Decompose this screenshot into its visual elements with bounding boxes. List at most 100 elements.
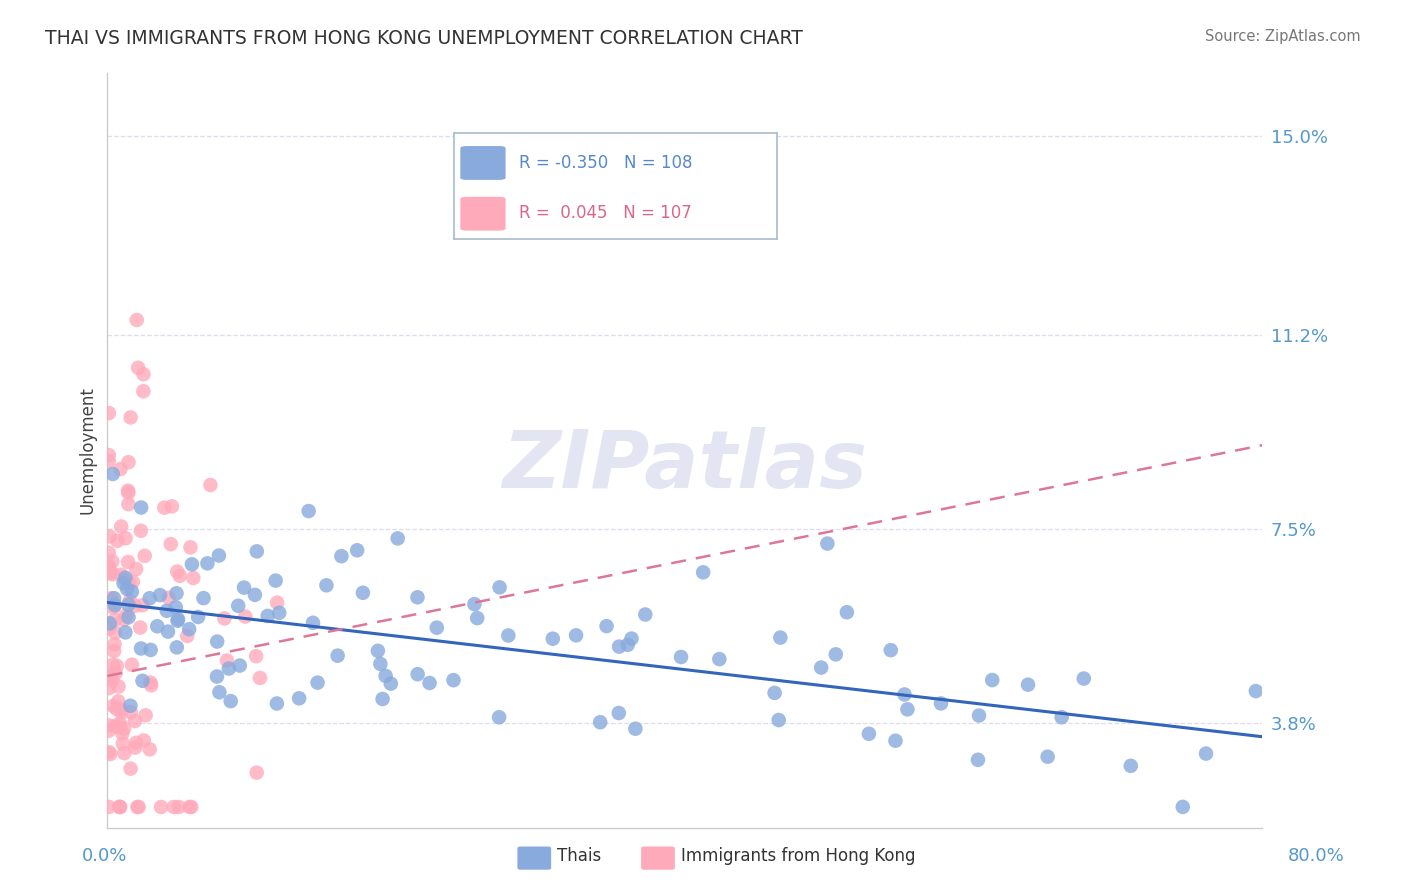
Point bbox=[97, 406, 120, 420]
Point bbox=[132, 368, 155, 382]
Point bbox=[124, 714, 146, 728]
Point bbox=[896, 702, 918, 716]
Point bbox=[166, 640, 188, 655]
Point bbox=[315, 578, 337, 592]
Point bbox=[115, 582, 138, 596]
Point bbox=[565, 628, 588, 642]
Point bbox=[97, 800, 120, 814]
Point bbox=[131, 599, 153, 613]
Point bbox=[134, 549, 156, 563]
Point bbox=[129, 524, 152, 538]
Point bbox=[884, 733, 907, 747]
Point bbox=[101, 567, 124, 582]
Point bbox=[129, 641, 152, 656]
Point bbox=[117, 497, 139, 511]
Point bbox=[179, 622, 201, 636]
Point bbox=[893, 688, 915, 702]
Point bbox=[114, 625, 136, 640]
Point bbox=[110, 519, 132, 533]
Point bbox=[226, 599, 249, 613]
Point bbox=[117, 455, 139, 469]
Point bbox=[709, 652, 731, 666]
Point bbox=[98, 681, 121, 695]
Point bbox=[208, 549, 231, 563]
Point bbox=[125, 736, 148, 750]
Point bbox=[208, 685, 231, 699]
Point bbox=[156, 604, 179, 618]
Point bbox=[104, 665, 127, 680]
Point bbox=[112, 722, 135, 736]
Point bbox=[120, 705, 142, 719]
Point bbox=[101, 657, 124, 672]
Point bbox=[98, 529, 121, 543]
Point bbox=[138, 591, 160, 606]
Point bbox=[135, 708, 157, 723]
Point bbox=[443, 673, 465, 688]
Text: Source: ZipAtlas.com: Source: ZipAtlas.com bbox=[1205, 29, 1361, 44]
Point bbox=[256, 608, 278, 623]
Point bbox=[103, 637, 125, 651]
Point bbox=[97, 559, 120, 574]
Point bbox=[156, 624, 179, 639]
Point bbox=[117, 485, 139, 500]
Point bbox=[153, 500, 176, 515]
Point bbox=[108, 800, 131, 814]
Point bbox=[117, 598, 139, 612]
Point bbox=[163, 800, 186, 814]
Point bbox=[97, 448, 120, 462]
Point bbox=[406, 667, 429, 681]
Point bbox=[165, 600, 187, 615]
Point bbox=[157, 591, 180, 605]
Point bbox=[97, 745, 120, 759]
Point bbox=[465, 611, 488, 625]
Point bbox=[167, 800, 190, 814]
Point bbox=[810, 660, 832, 674]
Point bbox=[97, 723, 120, 738]
Point bbox=[105, 533, 128, 548]
Point bbox=[98, 616, 121, 631]
Point bbox=[181, 571, 204, 585]
Point bbox=[103, 698, 125, 713]
Point bbox=[1244, 684, 1267, 698]
Point bbox=[129, 500, 152, 515]
Point bbox=[214, 611, 236, 625]
Point bbox=[111, 737, 134, 751]
Point bbox=[98, 566, 121, 581]
Point bbox=[205, 669, 228, 683]
Point bbox=[967, 708, 990, 723]
Point bbox=[101, 673, 124, 688]
Point bbox=[246, 765, 269, 780]
Point bbox=[541, 632, 564, 646]
Point bbox=[159, 537, 181, 551]
Point bbox=[139, 675, 162, 690]
Point bbox=[406, 591, 429, 605]
Point bbox=[835, 605, 858, 619]
Point bbox=[117, 555, 139, 569]
Point bbox=[380, 676, 402, 690]
Point bbox=[104, 598, 127, 612]
Point bbox=[488, 580, 510, 594]
Point bbox=[166, 586, 188, 600]
Point bbox=[595, 619, 617, 633]
Point bbox=[763, 686, 786, 700]
Point bbox=[118, 593, 141, 607]
Point bbox=[101, 467, 124, 481]
Point bbox=[128, 800, 150, 814]
Point bbox=[124, 740, 146, 755]
Point bbox=[121, 574, 143, 589]
Point bbox=[330, 549, 353, 563]
Point bbox=[824, 648, 846, 662]
Point bbox=[131, 673, 153, 688]
Point bbox=[110, 702, 132, 716]
Point bbox=[150, 800, 173, 814]
Point bbox=[120, 762, 142, 776]
Point bbox=[1119, 759, 1142, 773]
Point bbox=[97, 670, 120, 684]
Point bbox=[103, 600, 125, 615]
Point bbox=[127, 360, 149, 375]
Point bbox=[179, 800, 201, 814]
Point bbox=[132, 384, 155, 399]
Point bbox=[858, 727, 880, 741]
Point bbox=[118, 575, 141, 590]
Point bbox=[117, 610, 139, 624]
